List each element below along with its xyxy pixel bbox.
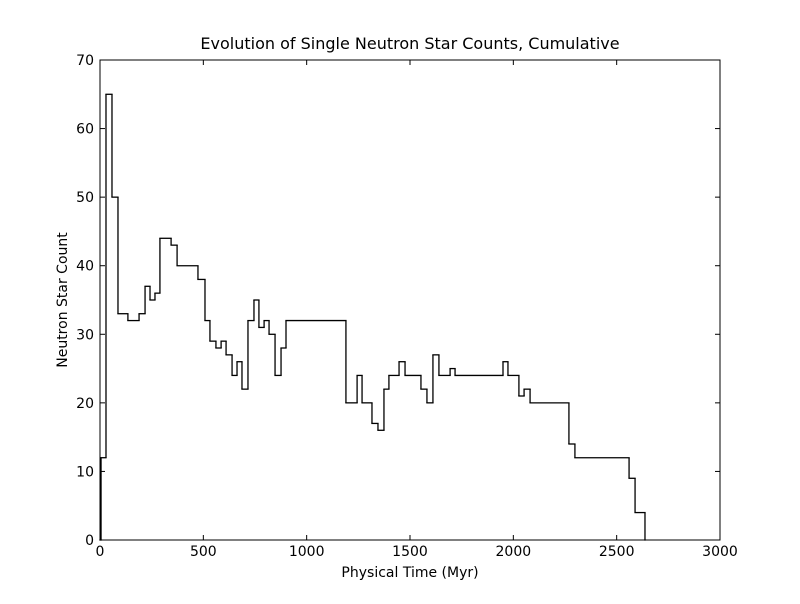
y-tick-label: 20	[76, 396, 94, 412]
y-tick-label: 40	[76, 259, 94, 275]
y-tick-label: 60	[76, 122, 94, 138]
x-tick-label: 1500	[392, 544, 428, 560]
x-axis-label: Physical Time (Myr)	[341, 565, 478, 581]
x-tick-label: 2500	[599, 544, 635, 560]
x-tick-label: 3000	[702, 544, 738, 560]
plot-area	[99, 93, 646, 541]
chart-title: Evolution of Single Neutron Star Counts,…	[200, 34, 619, 53]
x-tick-label: 1000	[289, 544, 325, 560]
x-tick-label: 0	[96, 544, 105, 560]
y-axis-label: Neutron Star Count	[55, 232, 71, 368]
y-tick-label: 70	[76, 53, 94, 69]
x-tick-label: 2000	[496, 544, 532, 560]
y-tick-label: 0	[85, 533, 94, 549]
y-tick-label: 10	[76, 464, 94, 480]
x-tick-label: 500	[190, 544, 217, 560]
y-tick-label: 30	[76, 327, 94, 343]
y-tick-label: 50	[76, 190, 94, 206]
